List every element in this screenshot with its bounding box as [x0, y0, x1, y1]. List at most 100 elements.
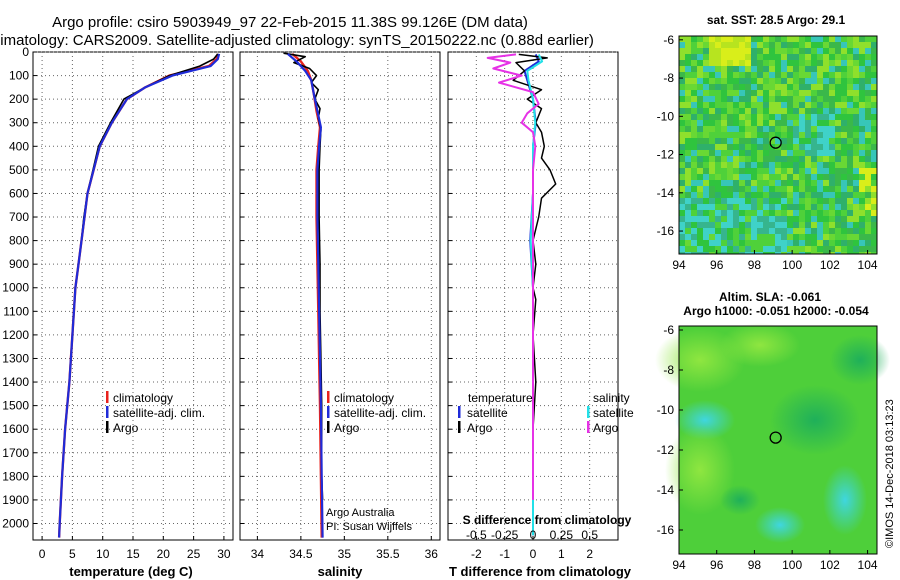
sst-cell — [817, 48, 823, 54]
sst-cell — [769, 66, 775, 72]
sst-cell — [697, 210, 703, 216]
sst-cell — [733, 156, 739, 162]
figure-title-line2: Climatology: CARS2009. Satellite-adjuste… — [0, 32, 594, 49]
sst-cell — [727, 204, 733, 210]
sst-cell — [697, 90, 703, 96]
sst-cell — [745, 234, 751, 240]
sst-cell — [835, 246, 841, 252]
x-tick-label: 20 — [157, 547, 171, 561]
sst-cell — [697, 204, 703, 210]
sst-cell — [733, 138, 739, 144]
sst-cell — [685, 240, 691, 246]
s-difference-axis-label: S difference from climatology — [463, 513, 632, 527]
sst-cell — [847, 210, 853, 216]
sst-cell — [739, 36, 745, 42]
sst-cell — [691, 120, 697, 126]
lat-tick-label: -16 — [657, 523, 675, 537]
sst-cell — [865, 126, 871, 132]
lat-tick-label: -14 — [657, 483, 675, 497]
sst-cell — [817, 66, 823, 72]
sst-cell — [793, 120, 799, 126]
lon-tick-label: 98 — [748, 558, 762, 572]
lon-tick-label: 94 — [672, 258, 686, 272]
sst-cell — [751, 204, 757, 210]
sst-cell — [769, 108, 775, 114]
sst-cell — [781, 54, 787, 60]
sst-cell — [769, 90, 775, 96]
sst-cell — [871, 198, 877, 204]
sst-cell — [781, 186, 787, 192]
sst-cell — [859, 66, 865, 72]
sst-cell — [697, 36, 703, 42]
sst-cell — [709, 150, 715, 156]
sst-cell — [823, 42, 829, 48]
sst-cell — [685, 180, 691, 186]
sst-cell — [763, 222, 769, 228]
sst-cell — [781, 174, 787, 180]
sst-cell — [715, 90, 721, 96]
sst-cell — [775, 138, 781, 144]
sst-cell — [835, 108, 841, 114]
sst-cell — [805, 90, 811, 96]
sst-cell — [739, 90, 745, 96]
sst-cell — [697, 108, 703, 114]
sst-cell — [739, 144, 745, 150]
sst-cell — [703, 216, 709, 222]
sst-cell — [757, 186, 763, 192]
sst-cell — [829, 126, 835, 132]
sst-cell — [751, 108, 757, 114]
sst-cell — [787, 174, 793, 180]
sst-cell — [709, 90, 715, 96]
depth-tick-label: 100 — [9, 69, 29, 83]
sst-cell — [751, 162, 757, 168]
sst-cell — [709, 60, 715, 66]
sst-map-frame — [678, 35, 878, 255]
sst-cell — [781, 138, 787, 144]
sst-cell — [781, 192, 787, 198]
sst-cell — [697, 252, 703, 254]
sst-cell — [721, 210, 727, 216]
sst-cell — [733, 42, 739, 48]
sst-cell — [733, 120, 739, 126]
series-line-climatology — [291, 52, 323, 538]
sst-cell — [793, 132, 799, 138]
sst-cell — [823, 186, 829, 192]
sst-cell — [757, 90, 763, 96]
sst-cell — [733, 78, 739, 84]
sst-cell — [841, 246, 847, 252]
sst-cell — [847, 150, 853, 156]
sst-cell — [775, 252, 781, 254]
sst-cell — [847, 72, 853, 78]
sst-cell — [709, 36, 715, 42]
sst-cell — [793, 228, 799, 234]
sst-cell — [781, 36, 787, 42]
sst-cell — [853, 228, 859, 234]
sst-cell — [781, 252, 787, 254]
temperature-grid — [33, 51, 233, 540]
sst-cell — [817, 60, 823, 66]
sst-cell — [763, 138, 769, 144]
sst-cell — [787, 204, 793, 210]
sst-cell — [715, 228, 721, 234]
sst-cell — [691, 156, 697, 162]
sst-cell — [835, 156, 841, 162]
sst-cell — [715, 246, 721, 252]
x-tick-label: 0 — [39, 547, 46, 561]
sst-cell — [853, 90, 859, 96]
sst-cell — [835, 186, 841, 192]
depth-tick-label: 1300 — [2, 351, 29, 365]
lon-tick-label: 102 — [820, 558, 840, 572]
sst-cell — [793, 138, 799, 144]
sst-cell — [685, 132, 691, 138]
sst-cell — [757, 144, 763, 150]
sst-cell — [715, 174, 721, 180]
sst-cell — [715, 132, 721, 138]
depth-tick-label: 1600 — [2, 422, 29, 436]
sst-cell — [679, 246, 685, 252]
sst-cell — [787, 90, 793, 96]
sla-map-title-line1: Altim. SLA: -0.061 — [719, 290, 821, 304]
sst-cell — [829, 114, 835, 120]
sst-cell — [709, 96, 715, 102]
sst-cell — [733, 150, 739, 156]
depth-tick-label: 0 — [22, 45, 29, 59]
